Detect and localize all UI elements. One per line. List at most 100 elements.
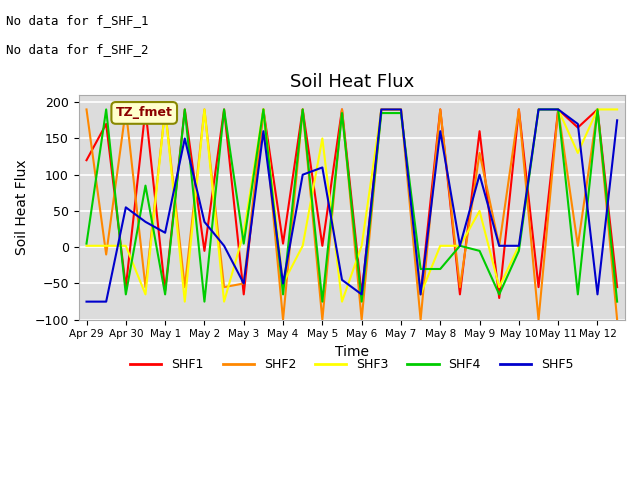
SHF1 (534, 284, 542, 290)
SHF1 (436, 107, 444, 112)
SHF2 (495, 243, 503, 249)
SHF2 (436, 107, 444, 112)
SHF5 (279, 281, 287, 287)
SHF1 (515, 107, 523, 112)
SHF2 (200, 107, 208, 112)
SHF3 (574, 150, 582, 156)
SHF5 (515, 243, 523, 249)
SHF5 (378, 107, 385, 112)
SHF3 (378, 107, 385, 112)
SHF2 (122, 107, 130, 112)
SHF1 (83, 157, 90, 163)
SHF1 (613, 284, 621, 290)
SHF3 (319, 135, 326, 141)
SHF1 (299, 107, 307, 112)
SHF4 (200, 299, 208, 304)
SHF4 (141, 183, 149, 189)
SHF3 (436, 243, 444, 249)
SHF1 (378, 107, 385, 112)
SHF1 (554, 107, 562, 112)
SHF5 (534, 107, 542, 112)
SHF3 (279, 281, 287, 287)
SHF4 (417, 266, 424, 272)
SHF4 (574, 291, 582, 297)
SHF5 (554, 107, 562, 112)
SHF1 (181, 107, 189, 112)
Text: TZ_fmet: TZ_fmet (116, 107, 173, 120)
SHF3 (260, 107, 268, 112)
SHF4 (83, 241, 90, 247)
SHF3 (141, 291, 149, 297)
SHF1 (495, 295, 503, 301)
SHF4 (358, 299, 365, 304)
SHF2 (220, 284, 228, 290)
SHF5 (83, 299, 90, 304)
SHF1 (476, 128, 483, 134)
Text: No data for f_SHF_1: No data for f_SHF_1 (6, 14, 149, 27)
SHF5 (260, 128, 268, 134)
SHF5 (397, 107, 404, 112)
SHF4 (534, 107, 542, 112)
SHF4 (397, 110, 404, 116)
SHF1 (574, 125, 582, 131)
SHF5 (476, 172, 483, 178)
Legend: SHF1, SHF2, SHF3, SHF4, SHF5: SHF1, SHF2, SHF3, SHF4, SHF5 (125, 353, 579, 376)
SHF1 (279, 241, 287, 247)
SHF2 (476, 150, 483, 156)
SHF3 (181, 299, 189, 304)
SHF3 (515, 243, 523, 249)
SHF3 (476, 208, 483, 214)
SHF2 (534, 317, 542, 323)
SHF4 (102, 107, 110, 112)
SHF5 (436, 128, 444, 134)
Line: SHF5: SHF5 (86, 109, 617, 301)
SHF1 (240, 291, 248, 297)
SHF5 (495, 243, 503, 249)
SHF3 (594, 107, 602, 112)
SHF1 (338, 107, 346, 112)
SHF2 (181, 284, 189, 290)
SHF2 (378, 107, 385, 112)
Title: Soil Heat Flux: Soil Heat Flux (290, 72, 414, 91)
SHF4 (594, 107, 602, 112)
SHF3 (417, 291, 424, 297)
Line: SHF1: SHF1 (86, 109, 617, 298)
SHF5 (102, 299, 110, 304)
SHF1 (161, 288, 169, 294)
SHF4 (240, 241, 248, 247)
SHF3 (83, 243, 90, 249)
SHF5 (574, 121, 582, 127)
SHF4 (495, 291, 503, 297)
SHF4 (260, 107, 268, 112)
Line: SHF2: SHF2 (86, 109, 617, 320)
SHF2 (141, 284, 149, 290)
SHF2 (83, 107, 90, 112)
SHF5 (456, 243, 464, 249)
SHF4 (436, 266, 444, 272)
SHF2 (574, 243, 582, 249)
Y-axis label: Soil Heat Flux: Soil Heat Flux (15, 159, 29, 255)
SHF3 (534, 107, 542, 112)
SHF3 (122, 243, 130, 249)
SHF5 (319, 165, 326, 170)
Line: SHF3: SHF3 (86, 109, 617, 301)
SHF3 (102, 243, 110, 249)
SHF1 (319, 243, 326, 249)
SHF2 (279, 317, 287, 323)
Text: No data for f_SHF_2: No data for f_SHF_2 (6, 43, 149, 56)
SHF1 (397, 107, 404, 112)
SHF5 (594, 291, 602, 297)
SHF5 (141, 219, 149, 225)
SHF1 (456, 291, 464, 297)
SHF2 (299, 107, 307, 112)
SHF3 (495, 284, 503, 290)
SHF5 (417, 291, 424, 297)
X-axis label: Time: Time (335, 345, 369, 359)
SHF5 (200, 219, 208, 225)
SHF3 (220, 299, 228, 304)
SHF1 (260, 107, 268, 112)
SHF2 (417, 317, 424, 323)
SHF1 (220, 107, 228, 112)
SHF5 (613, 118, 621, 123)
SHF5 (240, 281, 248, 287)
